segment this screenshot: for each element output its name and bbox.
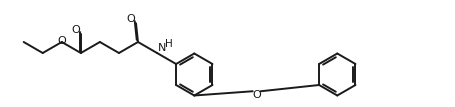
Text: N: N [157,43,166,53]
Text: H: H [165,39,172,49]
Text: O: O [71,25,80,35]
Text: O: O [252,90,261,100]
Text: O: O [126,14,135,24]
Text: O: O [57,36,66,46]
